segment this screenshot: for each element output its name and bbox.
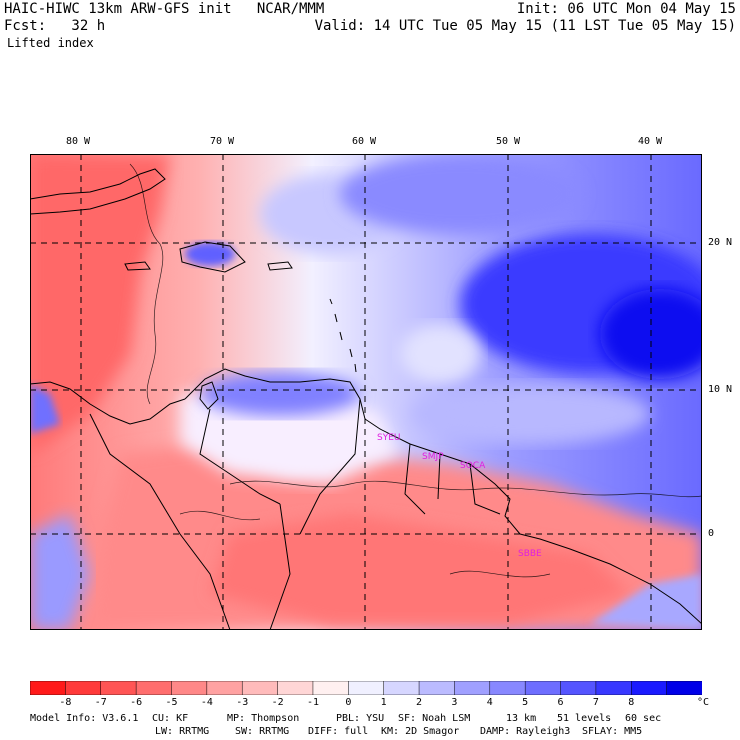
colorbar-bin <box>383 681 420 695</box>
station-smjp: SMJP <box>422 452 444 462</box>
model-info-item: PBL: YSU <box>336 713 385 724</box>
init-time: Init: 06 UTC Mon 04 May 15 <box>516 1 736 17</box>
colorbar-bin <box>206 681 243 695</box>
lat-label-20n: 20 N <box>708 237 733 248</box>
field-name: Lifted index <box>7 36 94 50</box>
colorbar-bin <box>560 681 597 695</box>
colorbar-bin <box>312 681 350 695</box>
colorbar-bin <box>171 681 208 695</box>
model-info-item: Model Info: V3.6.1 <box>30 713 139 724</box>
valid-time: Valid: 14 UTC Tue 05 May 15 (11 LST Tue … <box>314 18 736 34</box>
model-info-item: SFLAY: MM5 <box>582 726 643 737</box>
colorbar-bin <box>454 681 491 695</box>
field-shading <box>30 154 702 630</box>
model-info-item: DAMP: Rayleigh3 <box>480 726 571 737</box>
lon-label-50w: 50 W <box>496 136 521 147</box>
model-info-item: 13 km <box>506 713 537 724</box>
lon-label-40w: 40 W <box>638 136 663 147</box>
model-title: HAIC-HIWC 13km ARW-GFS init NCAR/MMM <box>4 1 325 17</box>
colorbar-bin <box>418 681 456 695</box>
colorbar-bin <box>666 681 702 695</box>
model-info-item: MP: Thompson <box>227 713 300 724</box>
lifted-index-map: SYEU SMJP SOCA SBBE <box>30 154 702 630</box>
colorbar-tick-label: -4 <box>200 697 213 708</box>
colorbar-bin <box>65 681 102 695</box>
model-info-item: KM: 2D Smagor <box>381 726 460 737</box>
coastlines <box>30 168 702 630</box>
colorbar-bin <box>135 681 173 695</box>
colorbar-tick-label: -6 <box>130 697 143 708</box>
colorbar-bin <box>489 681 526 695</box>
colorbar-tick-label: -5 <box>165 697 178 708</box>
colorbar-tick-label: -1 <box>306 697 319 708</box>
model-info-item: 60 sec <box>625 713 662 724</box>
lat-label-0: 0 <box>708 528 715 539</box>
colorbar-tick-label: -2 <box>271 697 284 708</box>
colorbar-bin <box>30 681 67 695</box>
colorbar-tick-label: 3 <box>451 697 458 708</box>
colorbar <box>30 681 702 695</box>
colorbar-tick-label: 0 <box>345 697 352 708</box>
graticule <box>30 154 702 630</box>
station-labels: SYEU SMJP SOCA SBBE <box>377 433 542 559</box>
colorbar-tick-label: 4 <box>486 697 493 708</box>
colorbar-tick-label: -8 <box>59 697 72 708</box>
colorbar-tick-label: 5 <box>522 697 529 708</box>
colorbar-unit: °C <box>697 697 710 708</box>
model-info-item: SF: Noah LSM <box>398 713 471 724</box>
colorbar-tick-label: 6 <box>557 697 564 708</box>
colorbar-bin <box>631 681 668 695</box>
colorbar-tick-label: 1 <box>380 697 387 708</box>
model-info-item: CU: KF <box>152 713 189 724</box>
model-info-item: SW: RRTMG <box>235 726 290 737</box>
map-frame <box>30 154 702 630</box>
lon-label-80w: 80 W <box>66 136 91 147</box>
colorbar-bin <box>241 681 279 695</box>
zero-contours <box>129 163 702 578</box>
colorbar-tick-label: 2 <box>416 697 423 708</box>
colorbar-tick-label: 7 <box>592 697 599 708</box>
model-info-item: 51 levels <box>557 713 612 724</box>
colorbar-tick-label: 8 <box>628 697 635 708</box>
colorbar-bin <box>595 681 633 695</box>
colorbar-bin <box>348 681 385 695</box>
model-info-item: LW: RRTMG <box>155 726 210 737</box>
colorbar-bin <box>524 681 562 695</box>
colorbar-tick-label: -3 <box>236 697 249 708</box>
forecast-hour: Fcst: 32 h <box>4 18 106 34</box>
lat-label-10n: 10 N <box>708 384 733 395</box>
station-sbbe: SBBE <box>518 549 542 559</box>
lon-label-60w: 60 W <box>352 136 377 147</box>
station-syeu: SYEU <box>377 433 400 443</box>
lon-label-70w: 70 W <box>210 136 235 147</box>
colorbar-tick-label: -7 <box>94 697 107 708</box>
colorbar-bin <box>100 681 137 695</box>
colorbar-bin <box>277 681 314 695</box>
station-soca: SOCA <box>460 461 486 471</box>
model-info-item: DIFF: full <box>308 726 369 737</box>
